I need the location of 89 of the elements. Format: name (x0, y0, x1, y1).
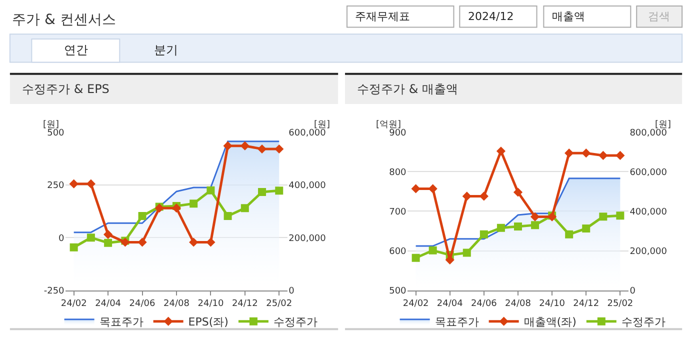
point (240, 141, 250, 150)
point (531, 221, 540, 230)
y2-axis-title: [원] (314, 120, 330, 130)
x-tick-label: 24/12 (573, 299, 600, 310)
point (86, 179, 96, 188)
text: 연간 (64, 43, 88, 57)
text: 검색 (648, 10, 670, 23)
y2-axis-title: [원] (655, 120, 672, 130)
y-axis-title: [원] (43, 120, 60, 130)
point (206, 186, 215, 194)
y2-tick-label: 800,000 (630, 128, 668, 138)
point (258, 188, 266, 196)
y-tick-label: 900 (389, 128, 407, 138)
y2-tick-label: 600,000 (288, 128, 326, 138)
point (172, 204, 182, 213)
y-tick-label: 500 (389, 286, 407, 296)
chart-title: 수정주가 & EPS (22, 82, 110, 96)
point (69, 179, 78, 188)
y-tick-label: 500 (47, 128, 65, 138)
x-tick-label: 24/04 (436, 299, 464, 310)
text: 분기 (154, 43, 178, 57)
text: 매출액 (552, 10, 585, 23)
point (70, 243, 78, 252)
point (86, 234, 95, 242)
point (104, 230, 113, 239)
point (530, 212, 540, 222)
y2-tick-label: 200,000 (630, 246, 668, 257)
point (223, 141, 232, 150)
legend-label: 수정주가 (273, 316, 318, 329)
point (104, 238, 112, 247)
point (480, 230, 488, 238)
point (599, 212, 608, 221)
point (428, 246, 437, 254)
y2-tick-label: 200,000 (288, 234, 326, 244)
point (138, 212, 146, 220)
y-tick-label: 600 (389, 246, 407, 257)
x-tick-label: 24/02 (402, 299, 429, 310)
point (496, 146, 506, 156)
point (190, 200, 198, 208)
text: 주가 & 컨센서스 (12, 12, 116, 28)
x-tick-label: 24/08 (505, 299, 532, 310)
point (411, 184, 420, 194)
y-tick-label: -250 (44, 286, 65, 296)
x-tick-label: 24/08 (164, 299, 190, 310)
point (616, 150, 625, 160)
point (257, 144, 267, 154)
text: 주재무제표 (355, 10, 410, 23)
legend-label: 목표주가 (99, 316, 144, 329)
y2-tick-label: 600,000 (630, 168, 668, 178)
x-tick-label: 24/10 (539, 299, 566, 310)
point (496, 224, 505, 232)
x-tick-label: 25/02 (607, 299, 634, 310)
point (514, 222, 522, 230)
x-tick-label: 25/02 (266, 299, 292, 310)
y-tick-label: 250 (47, 181, 65, 192)
point (616, 212, 624, 220)
x-tick-label: 24/10 (198, 299, 224, 310)
y2-tick-label: 0 (630, 286, 636, 296)
x-tick-label: 24/06 (129, 299, 156, 310)
y-tick-label: 800 (389, 168, 407, 178)
y-axis-title: [억원] (376, 120, 402, 130)
x-tick-label: 24/02 (60, 299, 87, 310)
x-tick-label: 24/06 (470, 299, 498, 310)
text: 2024/12 (468, 10, 514, 23)
legend-label: 수정주가 (621, 316, 666, 329)
y2-tick-label: 400,000 (630, 207, 668, 218)
point (598, 150, 608, 160)
x-tick-label: 24/12 (232, 299, 258, 310)
point (462, 192, 472, 201)
point (462, 248, 471, 257)
point (412, 254, 420, 262)
y2-tick-label: 0 (288, 286, 295, 296)
y2-tick-label: 400,000 (288, 181, 326, 192)
x-tick-label: 24/04 (95, 299, 122, 310)
chart-title: 수정주가 & 매출액 (357, 82, 458, 96)
y-tick-label: 0 (58, 234, 65, 244)
point (582, 148, 591, 158)
point (240, 204, 249, 212)
point (565, 230, 574, 238)
point (224, 212, 232, 220)
point (564, 148, 574, 158)
legend-label: 매출액(좌) (524, 316, 576, 329)
point (513, 188, 523, 197)
y-tick-label: 700 (389, 207, 407, 218)
point (275, 186, 284, 195)
point (274, 144, 284, 154)
legend-label: EPS(좌) (188, 316, 228, 329)
point (582, 224, 590, 232)
legend-label: 목표주가 (434, 316, 479, 329)
